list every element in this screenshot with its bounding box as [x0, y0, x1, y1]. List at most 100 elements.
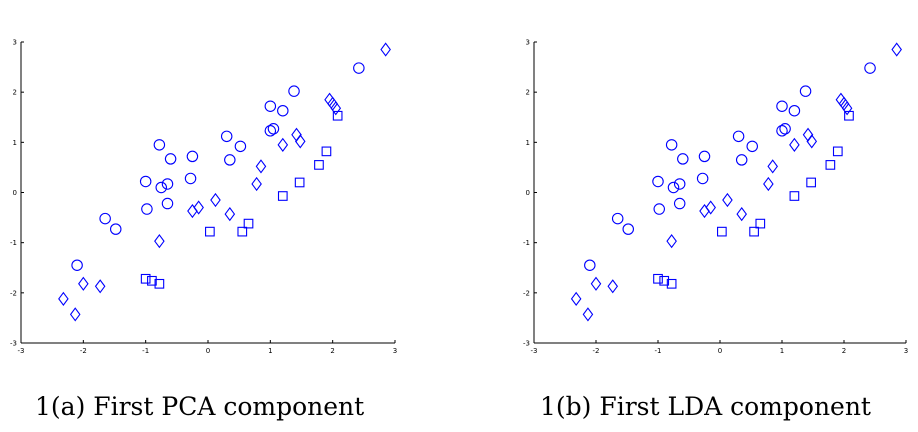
y-tick-label: 2: [13, 89, 17, 97]
x-tick-label: 0: [206, 347, 210, 355]
circle-marker: [788, 104, 801, 117]
circle-marker: [109, 223, 122, 235]
circle-marker: [153, 139, 166, 151]
square-marker: [825, 160, 836, 170]
circle-marker: [184, 172, 197, 185]
x-tick-label: 3: [393, 347, 397, 355]
diamond-marker: [763, 176, 774, 192]
circle-marker: [696, 172, 709, 185]
diamond-marker: [224, 206, 236, 222]
square-marker: [154, 278, 165, 289]
square-marker: [789, 191, 800, 201]
diamond-marker: [277, 137, 289, 152]
square-marker: [755, 218, 766, 229]
circle-marker: [264, 125, 277, 137]
square-marker: [666, 278, 677, 289]
diamond-marker: [590, 276, 602, 291]
circle-marker: [799, 85, 812, 97]
x-tick-label: -2: [80, 347, 87, 355]
y-tick-label: 1: [13, 139, 17, 147]
diamond-marker: [94, 279, 106, 294]
y-tick-label: -3: [10, 340, 17, 348]
circle-marker: [277, 104, 289, 117]
diamond-marker: [607, 279, 619, 294]
circle-marker: [139, 175, 152, 188]
diamond-marker: [193, 200, 204, 215]
diamond-marker: [705, 200, 716, 215]
y-tick-label: -2: [523, 289, 530, 297]
circle-marker: [776, 100, 788, 112]
lda-scatter-plot: -3 -2 -1 0 1 2 3 -3 -2 -1 0 1 2 3: [523, 39, 908, 356]
circle-marker: [71, 259, 83, 271]
circle-marker: [746, 140, 758, 153]
x-tick-label: 3: [904, 347, 908, 355]
diamond-marker: [767, 159, 778, 174]
diamond-marker: [327, 96, 338, 111]
diamond-marker: [255, 159, 267, 174]
x-tick-label: -1: [655, 347, 662, 355]
circle-marker: [779, 123, 791, 135]
diamond-marker: [838, 96, 850, 111]
square-marker: [749, 226, 759, 237]
circle-marker: [155, 181, 168, 194]
x-tick-label: 0: [718, 347, 722, 355]
square-marker: [277, 191, 288, 201]
circle-marker: [584, 259, 596, 271]
y-tick-label: 1: [526, 139, 530, 147]
circle-marker: [224, 154, 236, 166]
circle-marker: [735, 154, 748, 166]
square-marker: [147, 275, 157, 286]
diamond-marker: [58, 291, 69, 306]
y-tick-label: -2: [10, 289, 17, 297]
circle-marker: [161, 197, 174, 210]
y-tick-label: 3: [526, 39, 530, 47]
circle-marker: [161, 178, 174, 190]
pca-scatter-plot: -3 -2 -1 0 1 2 3 -3 -2 -1 0 1 2 3: [10, 39, 397, 356]
circle-marker: [264, 100, 277, 112]
diamond-marker: [380, 42, 391, 57]
circle-marker: [234, 140, 247, 153]
lda-caption: 1(b) First LDA component: [540, 392, 871, 421]
diamond-marker: [806, 134, 818, 149]
square-marker: [832, 146, 843, 157]
x-tick-label: 2: [842, 347, 846, 355]
diamond-marker: [789, 137, 800, 152]
diamond-marker: [69, 307, 81, 322]
circle-marker: [99, 212, 111, 225]
square-marker: [205, 226, 215, 237]
x-tick-label: 1: [268, 347, 272, 355]
diamond-marker: [291, 127, 302, 142]
circle-marker: [732, 130, 745, 143]
diamond-marker: [187, 203, 198, 219]
diamond-marker: [570, 291, 582, 306]
circle-marker: [653, 203, 665, 215]
diamond-marker: [841, 101, 853, 116]
square-marker: [140, 273, 151, 284]
x-tick-label: -1: [142, 347, 149, 355]
diamond-marker: [251, 176, 262, 192]
pca-panel: -3 -2 -1 0 1 2 3 -3 -2 -1 0 1 2 3 1(a) First PCA comp…: [10, 39, 397, 422]
diamond-marker: [324, 92, 335, 107]
diamond-marker: [78, 276, 89, 291]
square-marker: [243, 218, 254, 229]
circle-marker: [665, 139, 678, 151]
x-tick-label: -2: [593, 347, 600, 355]
y-tick-label: 0: [13, 189, 17, 197]
diamond-marker: [294, 134, 306, 149]
circle-marker: [353, 62, 365, 74]
y-tick-label: 3: [13, 39, 17, 47]
circle-marker: [267, 123, 280, 135]
x-tick-label: 2: [330, 347, 334, 355]
pca-caption: 1(a) First PCA component: [35, 392, 365, 421]
circle-marker: [673, 178, 686, 190]
diamond-marker: [891, 42, 902, 57]
y-tick-label: 2: [526, 89, 530, 97]
circle-marker: [776, 125, 788, 137]
diamond-marker: [210, 192, 221, 208]
y-tick-label: -3: [523, 340, 530, 348]
circle-marker: [652, 175, 664, 188]
y-tick-label: 0: [526, 189, 530, 197]
circle-marker: [677, 153, 689, 165]
diamond-marker: [722, 192, 733, 208]
square-marker: [806, 177, 816, 188]
